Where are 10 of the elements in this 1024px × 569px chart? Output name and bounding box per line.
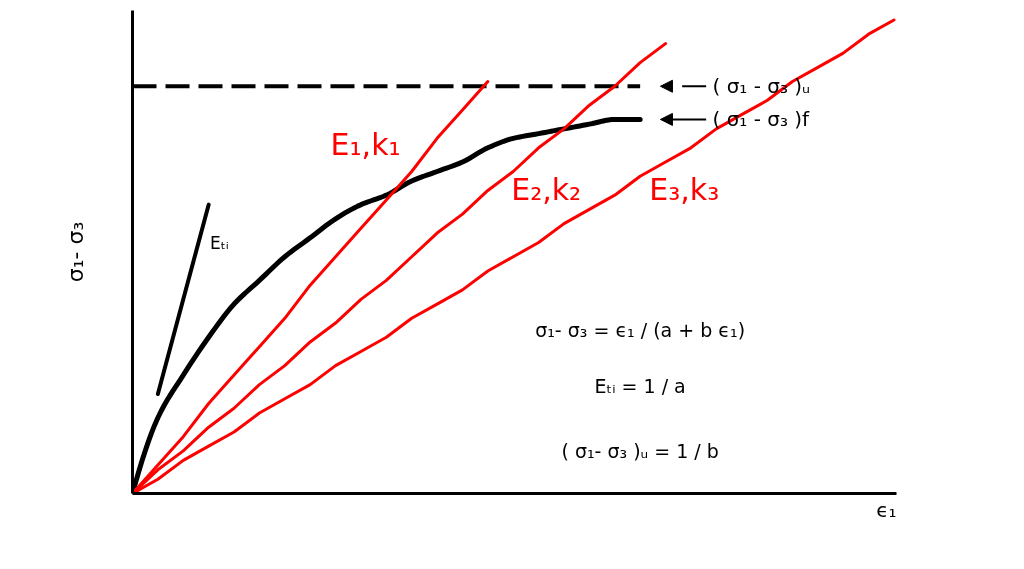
series-label: E₂,k₂ <box>511 172 582 208</box>
y-axis-title: σ₁- σ₃ <box>62 221 88 283</box>
annotation: ( σ₁- σ₃ )ᵤ = 1 / b <box>561 439 719 462</box>
series-label: E₁,k₁ <box>330 127 401 163</box>
series-label: E₃,k₃ <box>649 172 720 208</box>
legend-label: ( σ₁ - σ₃ )ᵤ <box>712 74 811 99</box>
annotation: Eₜᵢ = 1 / a <box>594 374 686 397</box>
series-label: Eₜᵢ <box>209 232 229 253</box>
x-axis-title: ϵ₁ <box>876 497 897 522</box>
annotation: σ₁- σ₃ = ϵ₁ / (a + b ϵ₁) <box>535 319 746 342</box>
